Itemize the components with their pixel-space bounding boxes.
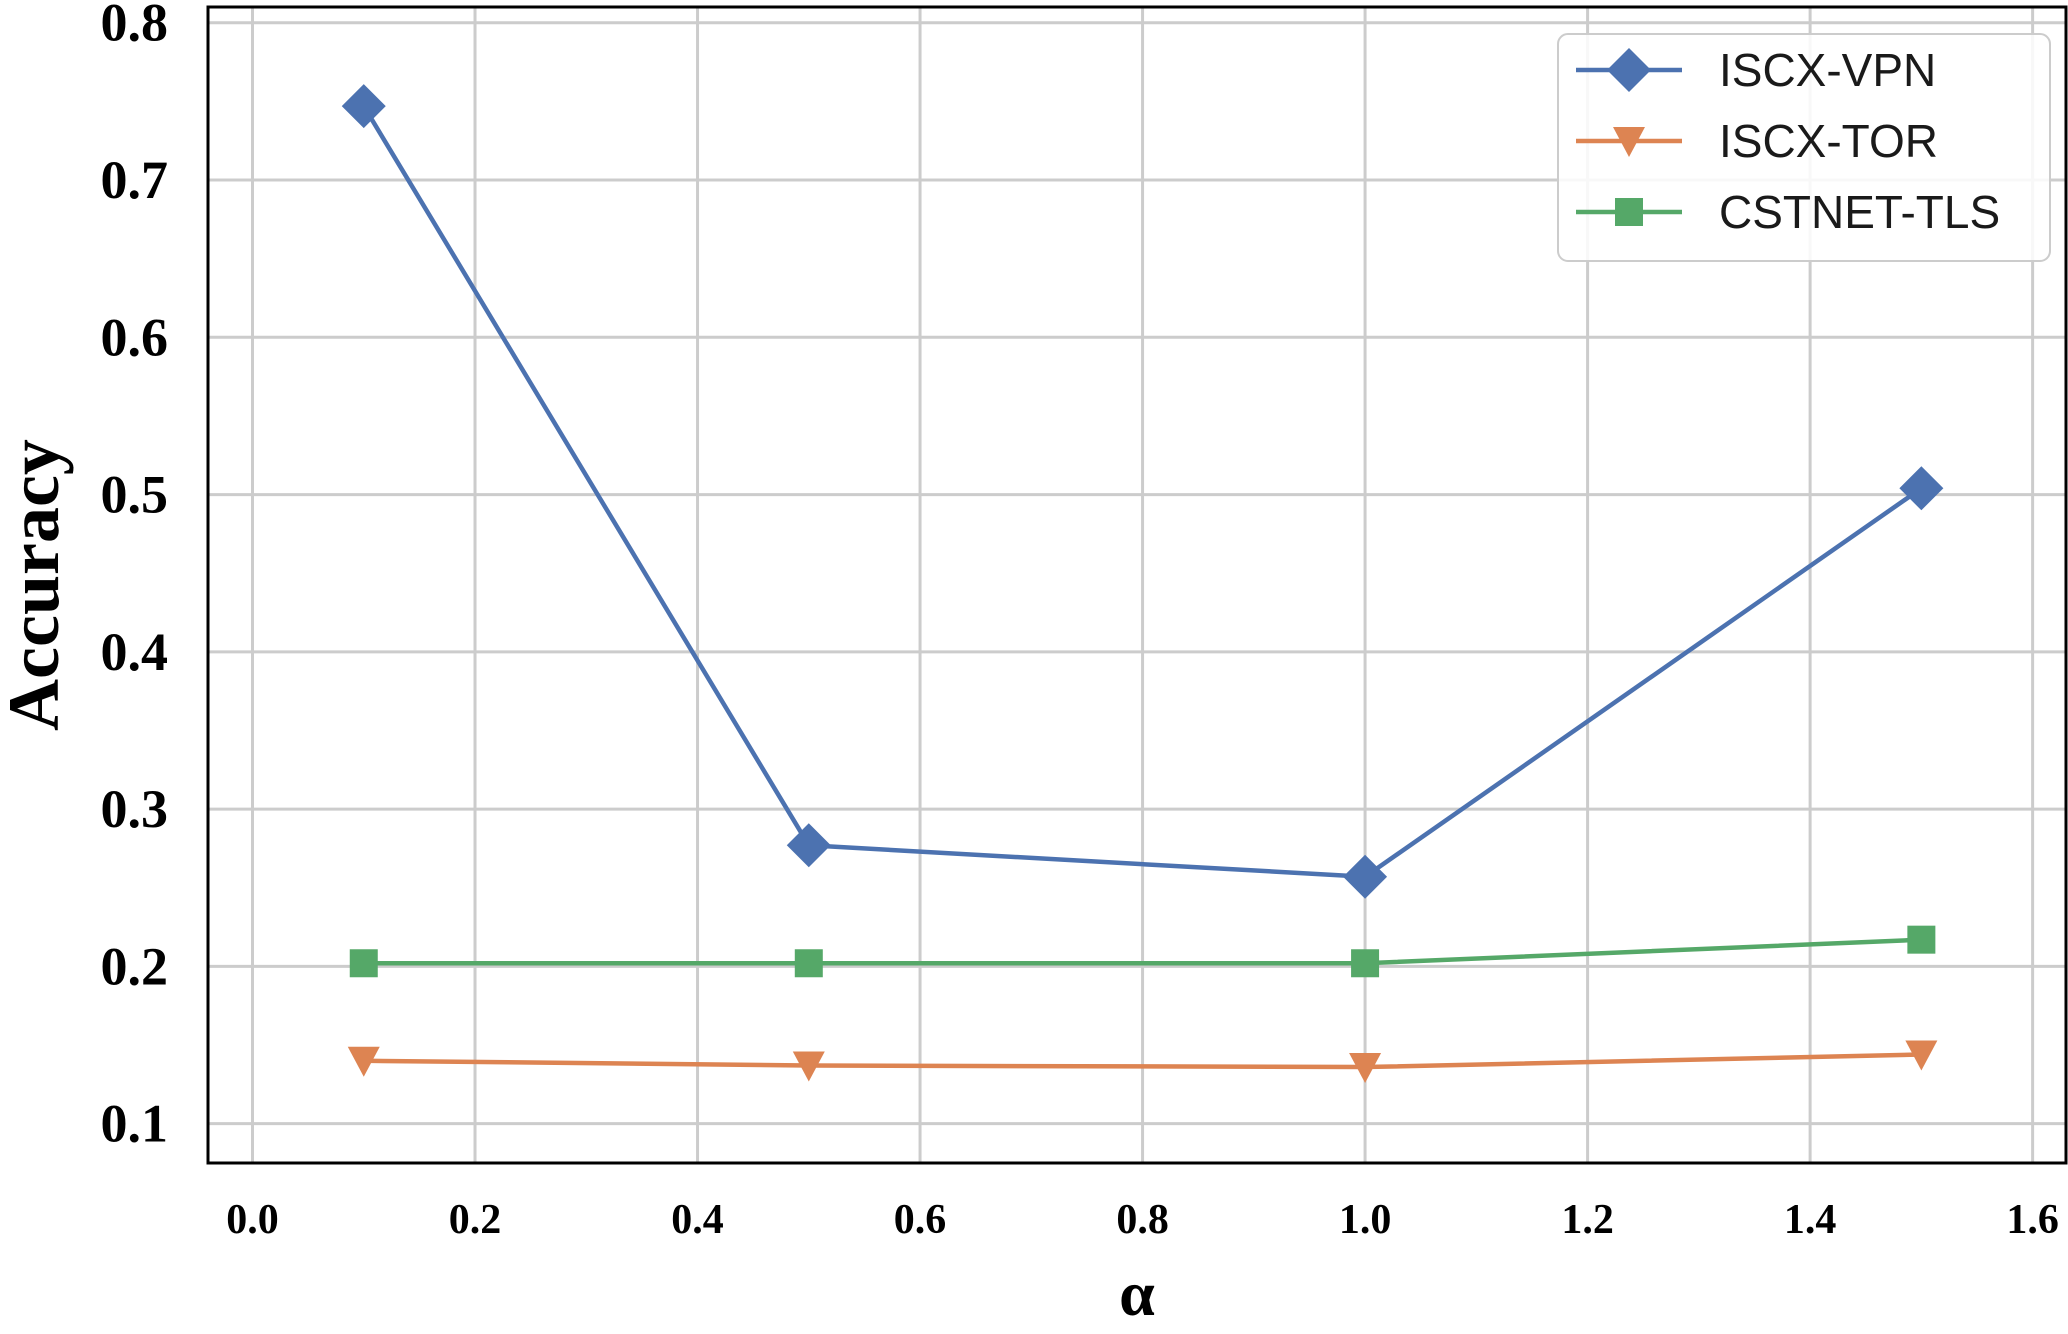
x-tick-labels: 0.0 0.2 0.4 0.6 0.8 1.0 1.2 1.4 1.6 — [226, 1197, 2059, 1243]
data-point-iscx-vpn — [1899, 466, 1944, 511]
data-point-cstnet-tls — [1351, 949, 1380, 978]
series-line-cstnet-tls — [363, 937, 1922, 966]
legend-box — [1557, 33, 2051, 262]
data-point-iscx-vpn — [1343, 854, 1388, 899]
series-layer — [341, 84, 1944, 1084]
x-axis-title: α — [1119, 1258, 1155, 1329]
x-tick-label: 0.0 — [226, 1197, 279, 1243]
legend-marker-cstnet-tls — [1615, 198, 1643, 226]
series-line-iscx-tor — [363, 1052, 1922, 1070]
legend-label-cstnet-tls: CSTNET-TLS — [1719, 186, 2000, 238]
x-tick-label: 1.2 — [1561, 1197, 1614, 1243]
data-point-cstnet-tls — [349, 949, 378, 978]
legend-item-iscx-tor: ISCX-TOR — [1576, 115, 1938, 167]
data-point-iscx-tor — [1349, 1053, 1382, 1084]
series-iscx-tor — [347, 1040, 1938, 1084]
legend-label-iscx-vpn: ISCX-VPN — [1719, 44, 1936, 96]
data-point-iscx-vpn — [786, 823, 831, 868]
x-tick-label: 0.8 — [1116, 1197, 1169, 1243]
data-point-iscx-tor — [792, 1051, 825, 1082]
y-tick-label: 0.5 — [101, 465, 169, 525]
y-tick-label: 0.8 — [101, 0, 169, 53]
legend-marker-iscx-tor — [1613, 127, 1645, 157]
x-tick-label: 1.0 — [1339, 1197, 1392, 1243]
series-line-iscx-vpn — [361, 104, 1923, 880]
y-tick-label: 0.4 — [101, 622, 169, 682]
data-point-cstnet-tls — [794, 949, 823, 978]
data-point-cstnet-tls — [1907, 925, 1936, 954]
y-axis-title: Accuracy — [0, 439, 74, 731]
y-tick-label: 0.3 — [101, 779, 169, 839]
data-point-iscx-tor — [1905, 1040, 1938, 1071]
x-tick-label: 0.2 — [449, 1197, 502, 1243]
legend-marker-iscx-vpn — [1607, 48, 1651, 92]
legend-item-iscx-vpn: ISCX-VPN — [1576, 44, 1936, 96]
y-tick-label: 0.7 — [101, 150, 169, 210]
x-tick-label: 0.6 — [894, 1197, 947, 1243]
plot-frame — [206, 5, 2068, 1165]
y-tick-label: 0.6 — [101, 307, 169, 367]
data-point-iscx-tor — [347, 1046, 380, 1077]
legend: ISCX-VPN ISCX-TOR CSTNET-TLS — [1557, 33, 2051, 262]
data-point-iscx-vpn — [341, 84, 386, 129]
grid — [208, 7, 2066, 1163]
x-tick-label: 1.6 — [2006, 1197, 2059, 1243]
y-tick-labels: 0.1 0.2 0.3 0.4 0.5 0.6 0.7 0.8 — [101, 0, 169, 1154]
y-tick-label: 0.2 — [101, 936, 169, 996]
legend-item-cstnet-tls: CSTNET-TLS — [1576, 186, 2000, 238]
y-tick-label: 0.1 — [101, 1094, 169, 1154]
x-tick-label: 0.4 — [671, 1197, 724, 1243]
series-cstnet-tls — [349, 925, 1936, 978]
x-tick-label: 1.4 — [1784, 1197, 1837, 1243]
legend-label-iscx-tor: ISCX-TOR — [1719, 115, 1938, 167]
series-iscx-vpn — [341, 84, 1944, 899]
